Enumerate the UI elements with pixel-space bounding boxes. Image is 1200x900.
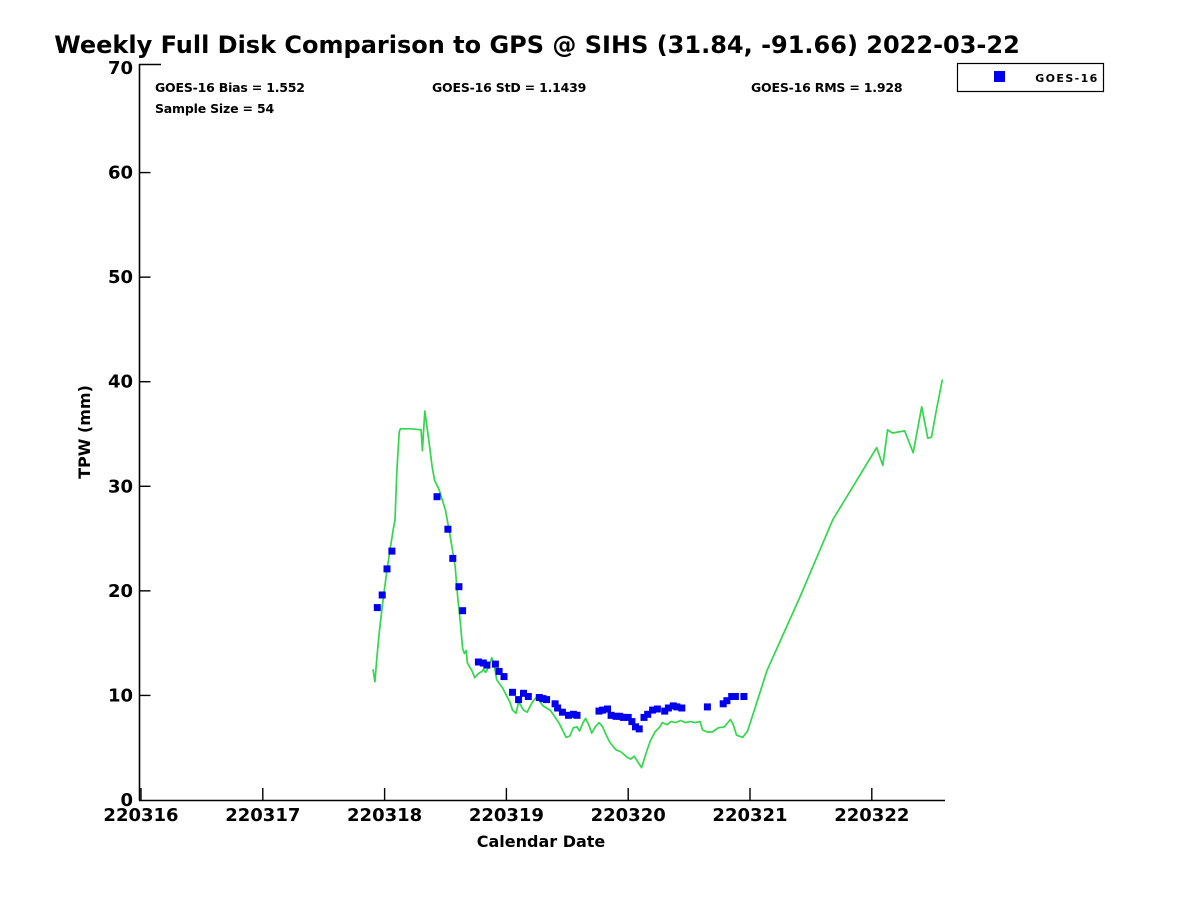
goes16-marker bbox=[673, 703, 681, 711]
y-tick-label: 40 bbox=[108, 372, 133, 393]
x-tick-label: 220320 bbox=[591, 805, 666, 826]
goes16-marker bbox=[483, 661, 491, 669]
goes16-marker bbox=[535, 694, 543, 701]
goes16-marker bbox=[554, 704, 562, 712]
y-tick-label: 10 bbox=[108, 685, 133, 706]
y-tick-label: 50 bbox=[108, 267, 133, 288]
gps-line-series bbox=[372, 379, 944, 769]
goes16-marker bbox=[383, 565, 391, 573]
goes16-marker bbox=[728, 693, 736, 700]
goes16-marker bbox=[509, 688, 516, 696]
goes16-marker bbox=[551, 700, 559, 708]
y-tick-label: 60 bbox=[108, 163, 133, 184]
x-tick-label: 220319 bbox=[469, 805, 544, 826]
x-tick-label: 220321 bbox=[712, 805, 787, 826]
goes16-marker bbox=[661, 707, 669, 715]
goes16-marker bbox=[543, 696, 551, 704]
goes16-scatter-markers bbox=[373, 493, 748, 733]
y-axis-tick-labels: 0 10 20 30 40 50 60 70 bbox=[108, 58, 133, 811]
goes16-marker bbox=[474, 658, 482, 666]
goes16-marker bbox=[500, 673, 508, 681]
goes16-marker bbox=[455, 583, 463, 591]
x-axis-title: Calendar Date bbox=[477, 832, 606, 851]
legend-label: GOES-16 bbox=[1035, 72, 1099, 85]
goes16-marker bbox=[678, 704, 686, 712]
y-axis-title: TPW (mm) bbox=[75, 385, 94, 479]
goes16-marker bbox=[740, 693, 748, 700]
goes16-marker bbox=[635, 725, 643, 733]
goes16-marker bbox=[433, 493, 441, 501]
goes16-marker bbox=[595, 707, 603, 715]
goes16-marker bbox=[624, 713, 632, 721]
goes16-marker bbox=[515, 696, 523, 704]
y-tick-label: 30 bbox=[108, 476, 133, 497]
goes16-marker bbox=[558, 708, 566, 716]
gps-line bbox=[372, 379, 944, 769]
stat-sample-size: Sample Size = 54 bbox=[155, 101, 274, 116]
y-tick-label: 70 bbox=[108, 58, 133, 79]
goes16-marker bbox=[491, 660, 499, 668]
goes16-marker bbox=[607, 711, 615, 719]
goes16-marker bbox=[459, 607, 467, 615]
goes16-marker bbox=[573, 711, 581, 719]
goes16-marker bbox=[565, 711, 572, 719]
goes16-marker bbox=[653, 705, 661, 713]
legend-marker-square bbox=[994, 71, 1005, 82]
goes16-marker bbox=[664, 704, 672, 712]
stat-rms: GOES-16 RMS = 1.928 bbox=[751, 80, 902, 95]
goes16-marker bbox=[616, 712, 624, 720]
goes16-marker bbox=[378, 591, 386, 599]
goes16-marker bbox=[520, 689, 527, 697]
x-axis-tick-labels: 220316 220317 220318 220319 220320 220321 2203… bbox=[103, 805, 909, 826]
goes16-marker bbox=[569, 710, 577, 718]
goes16-marker bbox=[449, 554, 457, 562]
goes16-marker bbox=[524, 693, 532, 700]
x-tick-label: 220318 bbox=[347, 805, 422, 826]
goes16-marker bbox=[444, 525, 452, 533]
goes16-marker bbox=[604, 705, 611, 713]
goes16-marker bbox=[719, 700, 727, 708]
goes16-marker bbox=[619, 713, 627, 721]
stat-bias: GOES-16 Bias = 1.552 bbox=[155, 80, 305, 95]
goes16-marker bbox=[628, 718, 636, 726]
goes16-marker bbox=[632, 723, 639, 731]
goes16-marker bbox=[388, 547, 396, 555]
goes16-marker bbox=[495, 667, 503, 675]
goes16-marker bbox=[640, 713, 648, 721]
y-tick-label: 20 bbox=[108, 581, 133, 602]
goes16-marker bbox=[731, 693, 739, 700]
y-axis-ticks bbox=[139, 171, 151, 697]
goes16-marker bbox=[479, 659, 487, 667]
goes16-marker bbox=[644, 710, 652, 718]
x-tick-label: 220316 bbox=[103, 805, 178, 826]
stat-std: GOES-16 StD = 1.1439 bbox=[432, 80, 586, 95]
y-tick-label: 0 bbox=[120, 790, 133, 811]
x-tick-label: 220317 bbox=[225, 805, 300, 826]
legend-box bbox=[956, 62, 1105, 93]
goes16-marker bbox=[373, 604, 381, 612]
goes16-marker bbox=[669, 702, 677, 710]
goes16-marker bbox=[539, 695, 547, 703]
goes16-marker bbox=[703, 703, 711, 711]
x-axis-ticks bbox=[140, 788, 873, 800]
goes16-marker bbox=[723, 697, 731, 705]
legend: GOES-16 bbox=[956, 62, 1105, 93]
x-tick-label: 220322 bbox=[834, 805, 909, 826]
chart-title: Weekly Full Disk Comparison to GPS @ SIH… bbox=[54, 31, 1020, 59]
goes16-marker bbox=[599, 706, 607, 714]
goes16-marker bbox=[612, 712, 620, 720]
goes16-marker bbox=[649, 706, 657, 714]
